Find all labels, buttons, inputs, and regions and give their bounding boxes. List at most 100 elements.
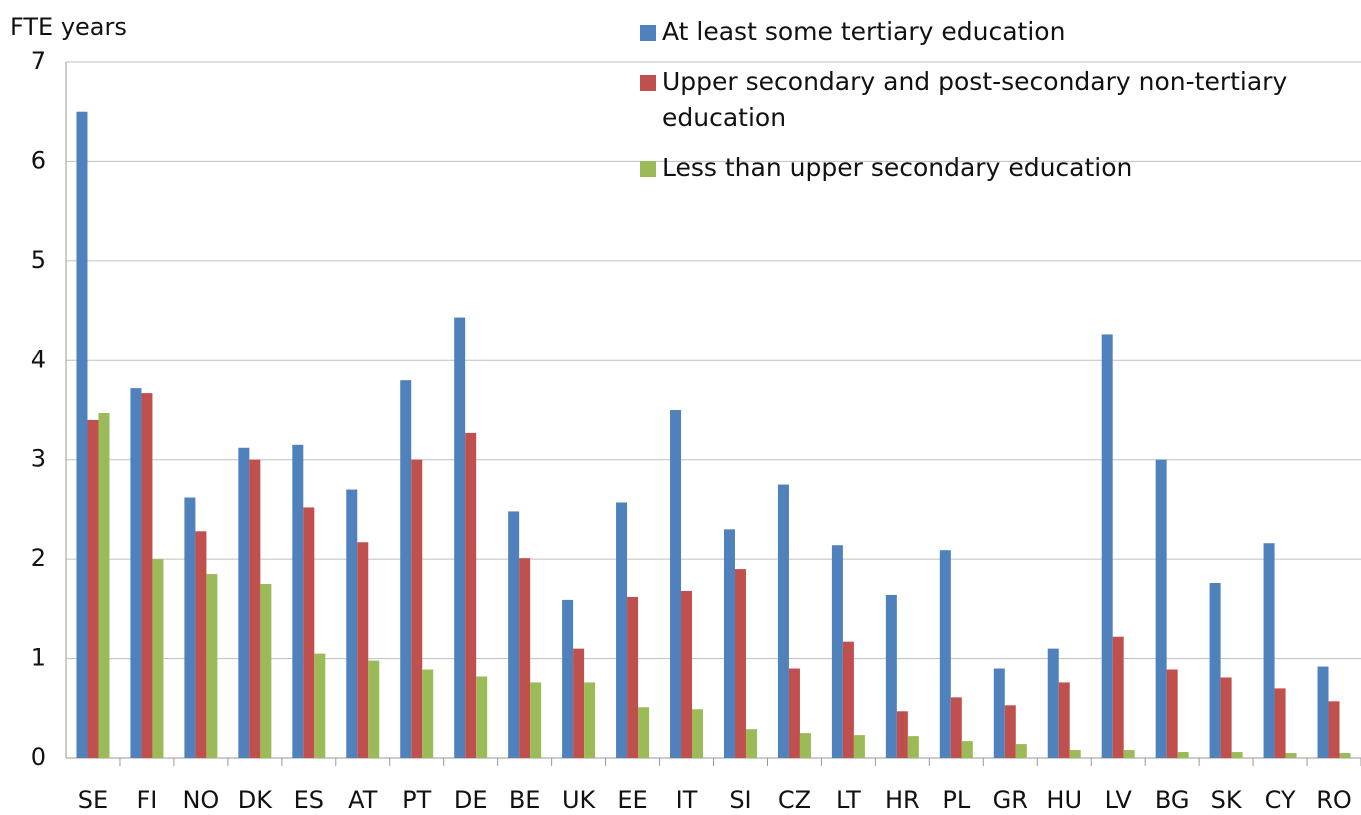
bar xyxy=(1058,682,1070,758)
x-tick-label: DE xyxy=(454,786,488,814)
bar xyxy=(292,444,304,758)
y-tick-label: 0 xyxy=(31,743,46,771)
bar xyxy=(961,741,973,758)
y-tick-label: 4 xyxy=(31,345,46,373)
x-tick-label: HR xyxy=(885,786,920,814)
y-tick-label: 7 xyxy=(31,47,46,75)
legend-swatch xyxy=(640,75,656,91)
bar xyxy=(465,432,477,758)
bar xyxy=(896,711,908,758)
x-tick-label: UK xyxy=(562,786,597,814)
bar xyxy=(777,484,789,758)
bar xyxy=(206,574,218,758)
bar xyxy=(141,393,153,758)
x-tick-label: NO xyxy=(182,786,219,814)
y-tick-label: 2 xyxy=(31,544,46,572)
bar xyxy=(152,559,164,758)
bar xyxy=(346,489,358,758)
x-tick-label: SE xyxy=(78,786,108,814)
x-tick-label: BG xyxy=(1155,786,1190,814)
x-tick-label: SI xyxy=(729,786,751,814)
legend-label: Less than upper secondary education xyxy=(662,153,1133,182)
bar xyxy=(1263,543,1275,758)
bar xyxy=(788,668,800,758)
x-tick-label: LV xyxy=(1105,786,1133,814)
bar xyxy=(831,545,843,758)
bar xyxy=(993,668,1005,758)
bar xyxy=(1047,648,1059,758)
bar xyxy=(1155,459,1167,758)
y-axis-label: FTE years xyxy=(10,13,127,41)
legend: At least some tertiary education Upper se… xyxy=(640,14,1350,200)
bar xyxy=(1101,334,1113,758)
y-tick-label: 6 xyxy=(31,146,46,174)
x-tick-label: IT xyxy=(676,786,698,814)
bar xyxy=(357,542,369,758)
x-tick-label: GR xyxy=(993,786,1028,814)
bar xyxy=(1231,752,1243,758)
bar xyxy=(842,641,854,758)
x-tick-label: CZ xyxy=(778,786,811,814)
legend-swatch xyxy=(640,161,656,177)
legend-item: At least some tertiary education xyxy=(640,14,1350,50)
bar xyxy=(638,707,650,758)
bar xyxy=(799,733,811,758)
x-tick-label: PT xyxy=(402,786,431,814)
x-tick-label: HU xyxy=(1046,786,1082,814)
bar xyxy=(98,412,110,758)
bar xyxy=(1220,677,1232,758)
bar xyxy=(1339,753,1351,758)
bar xyxy=(1285,753,1297,758)
bar xyxy=(1166,669,1178,758)
y-tick-label: 1 xyxy=(31,644,46,672)
bar xyxy=(723,529,735,758)
bar xyxy=(195,531,207,758)
bar xyxy=(584,682,596,758)
bar xyxy=(745,729,757,758)
x-tick-label: RO xyxy=(1316,786,1352,814)
bar xyxy=(76,111,88,758)
bar xyxy=(885,594,897,758)
x-tick-label: ES xyxy=(294,786,324,814)
x-tick-label: EE xyxy=(617,786,647,814)
bar xyxy=(314,653,326,758)
x-tick-label: FI xyxy=(136,786,157,814)
x-tick-label: DK xyxy=(238,786,273,814)
bar xyxy=(238,447,250,758)
bar xyxy=(454,317,466,758)
bar xyxy=(1328,701,1340,758)
bar xyxy=(1209,583,1221,758)
bar xyxy=(1112,636,1124,758)
y-tick-label: 3 xyxy=(31,445,46,473)
bar xyxy=(1069,750,1081,758)
bar xyxy=(853,735,865,758)
bar xyxy=(400,380,412,758)
legend-label: Upper secondary and post-secondary non-t… xyxy=(662,67,1288,132)
bar xyxy=(303,507,315,758)
x-tick-label: BE xyxy=(509,786,541,814)
bar xyxy=(411,459,423,758)
bar xyxy=(1015,744,1027,758)
legend-item: Less than upper secondary education xyxy=(640,150,1350,186)
bar xyxy=(681,590,693,758)
legend-item: Upper secondary and post-secondary non-t… xyxy=(640,64,1350,136)
bar xyxy=(1317,666,1329,758)
bar xyxy=(508,511,520,758)
x-tick-label: AT xyxy=(348,786,378,814)
bar xyxy=(87,419,99,758)
bar xyxy=(734,569,746,758)
legend-label: At least some tertiary education xyxy=(662,17,1066,46)
bar xyxy=(130,388,142,758)
bar xyxy=(573,648,585,758)
bar xyxy=(907,736,919,758)
bar xyxy=(670,410,682,758)
bar xyxy=(1004,705,1016,758)
bar xyxy=(519,558,531,758)
bar xyxy=(184,497,196,758)
bar xyxy=(950,697,962,758)
x-tick-label: CY xyxy=(1265,786,1296,814)
x-tick-label: LT xyxy=(836,786,861,814)
legend-swatch xyxy=(640,25,656,41)
